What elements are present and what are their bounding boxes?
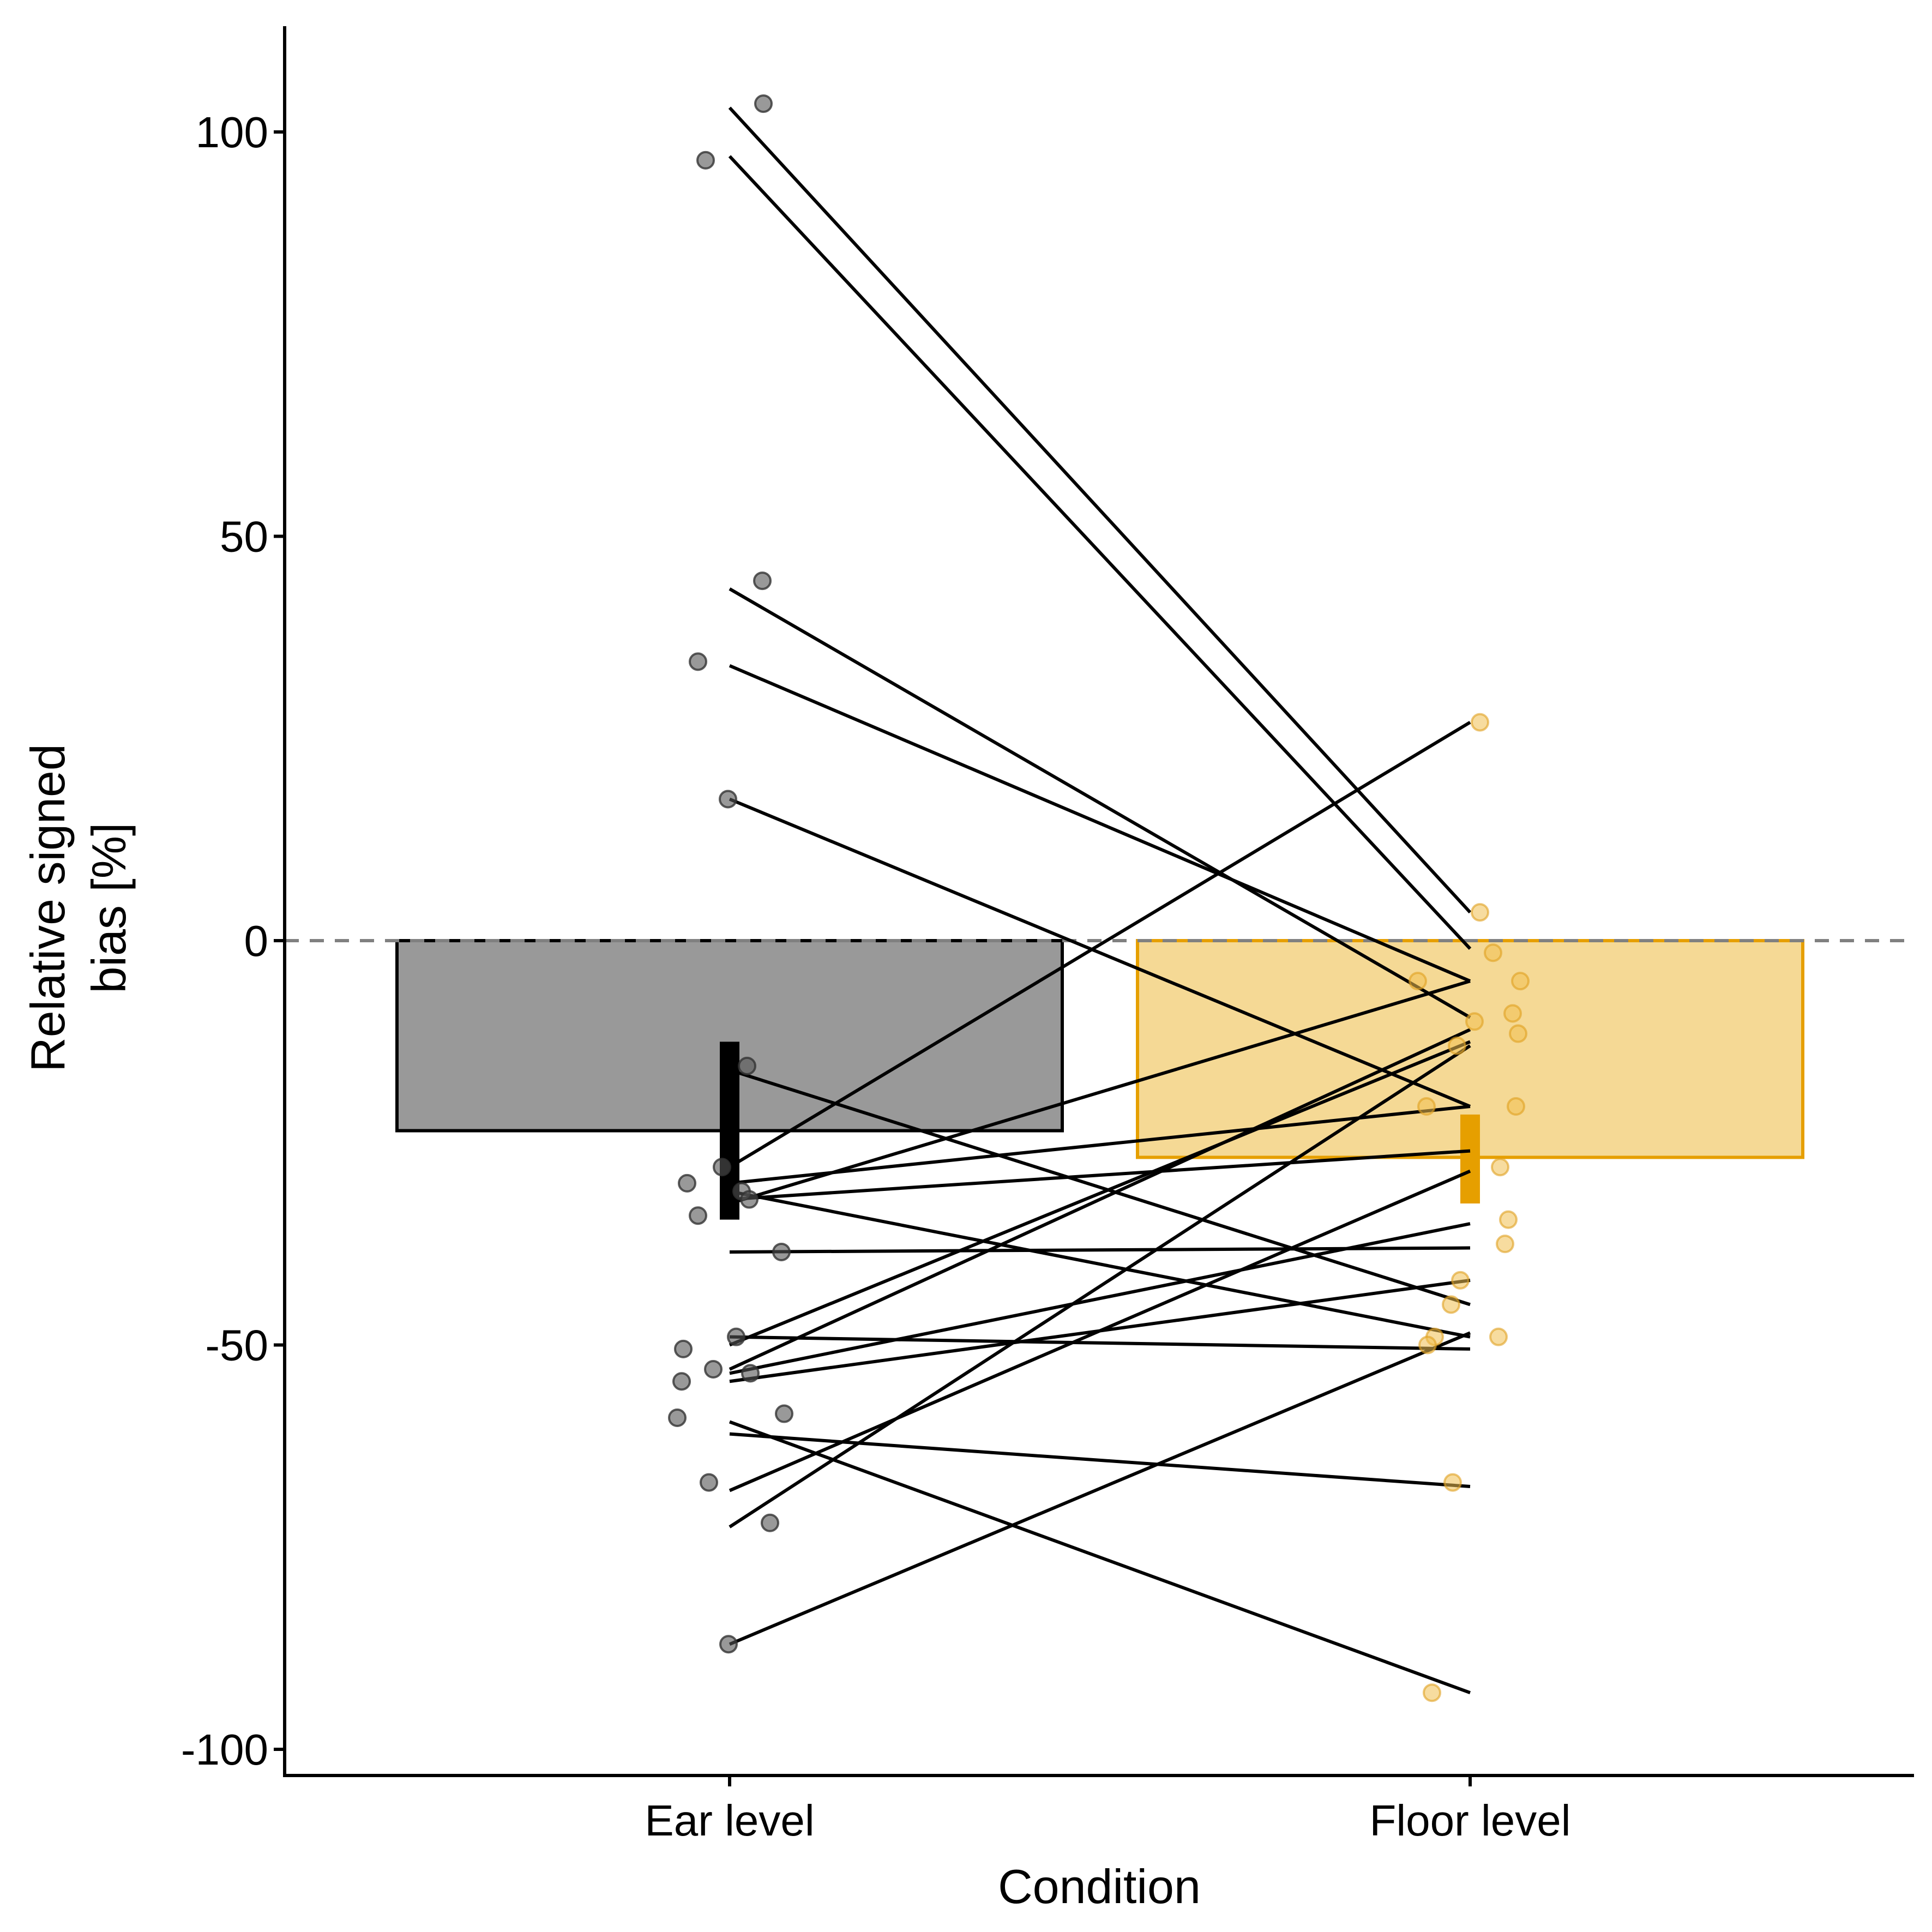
- pair-line-18: [729, 1420, 1471, 1695]
- pair-line-3: [729, 587, 1471, 1019]
- bars-layer: [395, 939, 1804, 1159]
- point-floor-6: [1503, 1004, 1522, 1023]
- point-floor-9: [1448, 1036, 1466, 1055]
- pair-line-2: [728, 155, 1472, 950]
- pair-line-19: [729, 1432, 1471, 1489]
- point-floor-18: [1489, 1327, 1508, 1346]
- pair-line-6: [729, 1068, 1471, 1307]
- point-floor-8: [1509, 1024, 1527, 1043]
- pair-line-12: [729, 1246, 1471, 1254]
- point-ear-5: [719, 790, 737, 809]
- point-ear-14: [674, 1339, 693, 1358]
- pair-line-8: [729, 1105, 1471, 1185]
- point-floor-7: [1465, 1012, 1484, 1031]
- pair-line-16: [729, 1222, 1471, 1375]
- point-ear-16: [741, 1364, 760, 1383]
- y-tick-label: -100: [181, 1725, 268, 1774]
- y-axis-title-line-2: bias [%]: [82, 822, 136, 993]
- point-ear-3: [753, 571, 772, 591]
- point-floor-5: [1409, 972, 1427, 991]
- pair-line-7: [729, 721, 1471, 1169]
- point-floor-10: [1507, 1097, 1525, 1116]
- point-ear-2: [696, 151, 715, 170]
- x-tick-label: Ear level: [645, 1796, 814, 1845]
- point-ear-12: [772, 1242, 791, 1261]
- point-ear-15: [704, 1359, 723, 1379]
- point-ear-4: [689, 652, 707, 671]
- point-ear-18: [775, 1404, 793, 1423]
- point-ear-8: [678, 1173, 696, 1193]
- pair-line-14: [729, 1040, 1471, 1347]
- data-points: [668, 94, 1530, 1702]
- x-axis-ticks: Ear level Floor level: [645, 1775, 1571, 1845]
- point-ear-1: [754, 94, 773, 113]
- axes: [283, 26, 1914, 1777]
- pair-line-5: [729, 797, 1471, 1108]
- point-ear-7: [713, 1158, 731, 1177]
- y-tick-label: 50: [220, 513, 268, 561]
- pair-line-9: [729, 1189, 1471, 1339]
- pair-line-11: [729, 979, 1471, 1205]
- point-floor-19: [1418, 1335, 1437, 1355]
- point-floor-14: [1496, 1235, 1514, 1254]
- point-ear-20: [700, 1473, 718, 1492]
- point-ear-22: [719, 1635, 738, 1654]
- point-floor-12: [1491, 1158, 1509, 1177]
- paired-lines: [728, 106, 1472, 1695]
- point-ear-19: [668, 1408, 687, 1427]
- y-axis-ticks: 100 50 0 -50 -100: [181, 108, 285, 1774]
- pair-line-13: [729, 1335, 1471, 1351]
- x-axis-title: Condition: [998, 1859, 1201, 1913]
- pair-line-22: [729, 1331, 1471, 1646]
- point-ear-17: [672, 1372, 691, 1391]
- y-tick-label: 100: [196, 108, 268, 157]
- point-floor-16: [1442, 1295, 1460, 1314]
- point-floor-1: [1471, 713, 1489, 732]
- point-floor-11: [1417, 1097, 1436, 1116]
- point-floor-20: [1443, 1473, 1462, 1492]
- point-floor-2: [1471, 903, 1489, 922]
- point-ear-13: [727, 1327, 745, 1346]
- pair-line-15: [729, 1028, 1471, 1371]
- point-ear-6: [738, 1056, 756, 1075]
- x-tick-label: Floor level: [1369, 1796, 1570, 1845]
- point-floor-3: [1484, 943, 1502, 962]
- pair-line-21: [729, 1044, 1471, 1528]
- point-floor-4: [1511, 972, 1530, 991]
- pair-line-10: [729, 1149, 1471, 1201]
- pair-line-20: [729, 1169, 1471, 1492]
- point-ear-11: [689, 1206, 707, 1225]
- point-floor-13: [1499, 1210, 1518, 1229]
- y-tick-label: 0: [244, 917, 269, 965]
- point-ear-21: [761, 1513, 779, 1532]
- y-tick-label: -50: [205, 1321, 268, 1370]
- pair-line-1: [728, 106, 1472, 914]
- y-axis-title-line-1: Relative signed: [21, 744, 75, 1072]
- point-floor-15: [1451, 1271, 1470, 1290]
- pair-line-4: [729, 664, 1471, 983]
- point-floor-21: [1423, 1683, 1441, 1702]
- point-ear-10: [740, 1190, 759, 1209]
